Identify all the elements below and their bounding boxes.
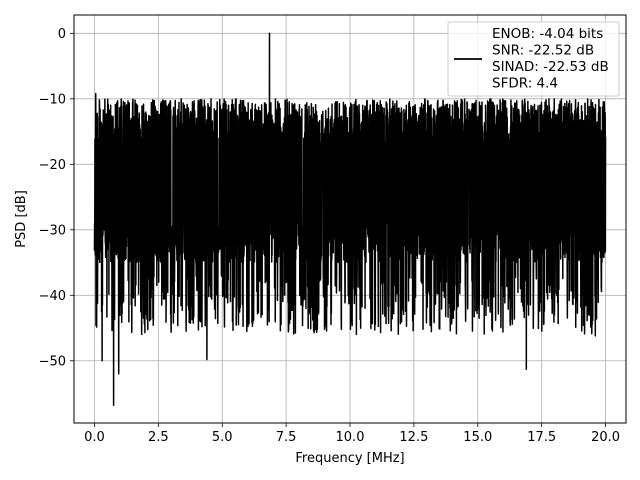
legend-sinad: SINAD: -22.53 dB <box>492 59 609 75</box>
y-tick-label: −30 <box>39 223 66 238</box>
y-tick-label: 0 <box>58 27 66 42</box>
x-tick-label: 0.0 <box>84 430 105 445</box>
y-tick-label: −50 <box>39 354 66 369</box>
legend-sfdr: SFDR: 4.4 <box>492 76 558 92</box>
legend: ENOB: -4.04 bits SNR: -22.52 dB SINAD: -… <box>447 21 620 97</box>
y-axis-title: PSD [dB] <box>14 190 29 248</box>
x-tick-label: 7.5 <box>276 430 297 445</box>
x-tick-label: 10.0 <box>336 430 365 445</box>
x-axis-title: Frequency [MHz] <box>295 451 404 466</box>
x-tick-label: 5.0 <box>212 430 233 445</box>
x-tick-label: 2.5 <box>148 430 169 445</box>
legend-box <box>447 21 620 97</box>
y-tick-label: −10 <box>39 92 66 107</box>
x-tick-label: 17.5 <box>527 430 556 445</box>
legend-enob: ENOB: -4.04 bits <box>492 26 603 42</box>
y-tick-label: −20 <box>39 158 66 173</box>
legend-snr: SNR: -22.52 dB <box>492 43 594 59</box>
x-tick-label: 12.5 <box>399 430 428 445</box>
y-axis-ticks: 0 −10 −20 −30 −40 −50 <box>39 27 74 369</box>
x-tick-label: 20.0 <box>591 430 620 445</box>
x-tick-label: 15.0 <box>463 430 492 445</box>
psd-line <box>93 32 607 407</box>
psd-trace <box>93 32 607 407</box>
x-axis-ticks: 0.0 2.5 5.0 7.5 10.0 12.5 15.0 17.5 20.0 <box>84 423 620 445</box>
y-tick-label: −40 <box>39 289 66 304</box>
